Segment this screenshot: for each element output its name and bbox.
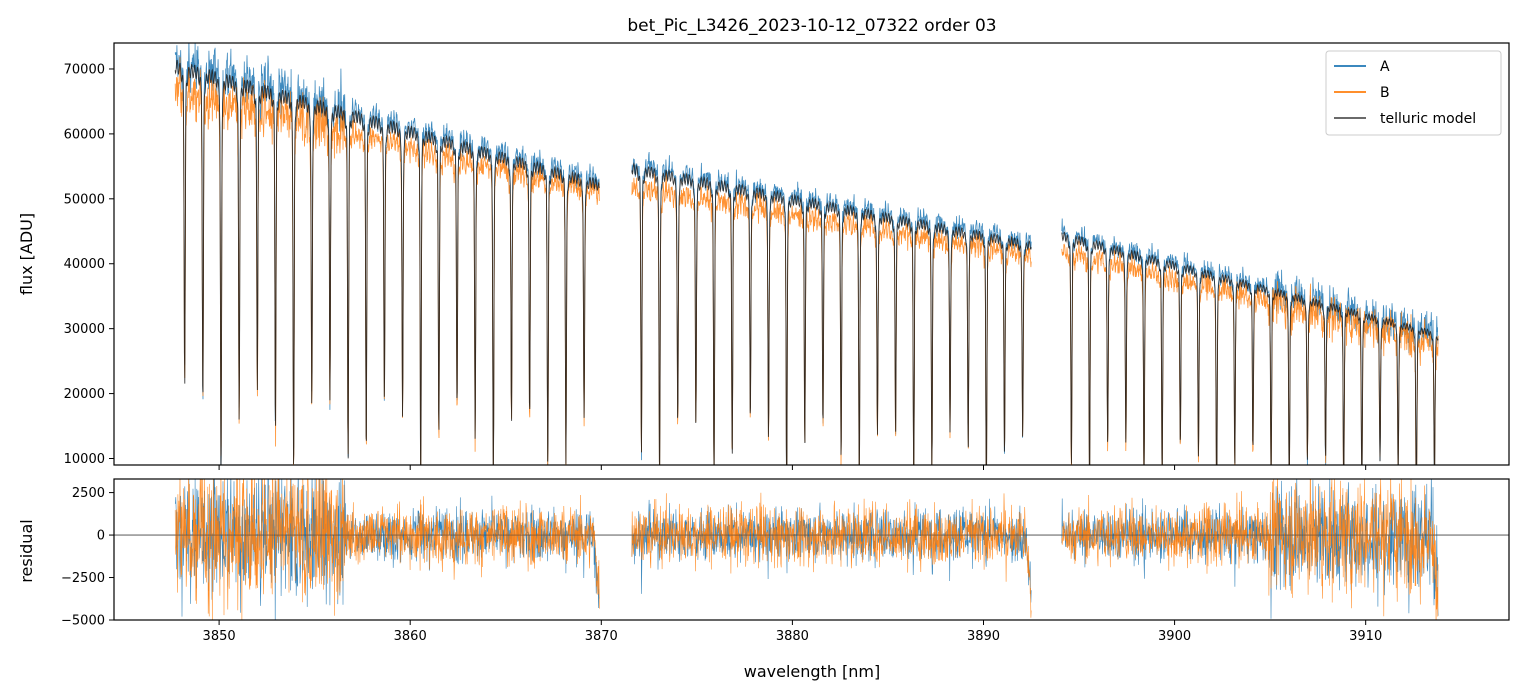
residual-y-tick-label: −5000	[61, 614, 105, 629]
chart-title: bet_Pic_L3426_2023-10-12_07322 order 03	[627, 16, 996, 36]
residual-x-tick-label: 3880	[776, 629, 809, 644]
residual-y-ticks: −5000 −2500 0 2500	[61, 486, 114, 629]
residual-x-ticks: 3850 3860 3870 3880 3890 3900 3910	[203, 620, 1382, 644]
residual-y-tick-label: −2500	[61, 571, 105, 586]
telluric-model-segment-3	[1061, 231, 1439, 465]
residual-x-tick-label: 3850	[203, 629, 236, 644]
residual-x-tick-label: 3870	[585, 629, 618, 644]
residual-b-segment-2	[631, 492, 1032, 618]
residual-a-segment-2	[631, 498, 1032, 603]
spectrum-y-tick-label: 70000	[64, 62, 105, 77]
residual-y-tick-label: 2500	[72, 486, 105, 501]
residual-data	[114, 479, 1509, 620]
spectrum-y-tick-label: 30000	[64, 322, 105, 337]
x-axis-label: wavelength [nm]	[744, 662, 881, 681]
spectrum-y-tick-label: 60000	[64, 127, 105, 142]
residual-x-tick-label: 3890	[967, 629, 1000, 644]
telluric-model-segment-1	[174, 59, 600, 465]
series-a-segment-2	[631, 151, 1032, 465]
telluric-model-segment-2	[631, 161, 1032, 465]
residual-b-segment-1	[174, 479, 600, 620]
legend-label-a: A	[1380, 59, 1390, 75]
residual-axes-frame	[113, 478, 1510, 621]
spectrum-y-tick-label: 20000	[64, 387, 105, 402]
residual-x-tick-label: 3860	[394, 629, 427, 644]
spectrum-data	[174, 43, 1439, 465]
residual-b-segment-3	[1061, 479, 1439, 620]
legend-box	[1325, 50, 1502, 136]
spectrum-y-tick-label: 10000	[64, 452, 105, 467]
legend-label-b: B	[1380, 85, 1390, 101]
spectrum-y-tick-label: 40000	[64, 257, 105, 272]
spectrum-panel: 10000 20000 30000 40000 50000 60000 70000 flux…	[17, 42, 1510, 470]
residual-panel: −5000 −2500 0 2500 3850 3860 3870 3880 3890 3900…	[17, 478, 1510, 681]
spectrum-y-tick-label: 50000	[64, 192, 105, 207]
legend-label-telluric-model: telluric model	[1380, 111, 1476, 127]
spectrum-y-axis-label: flux [ADU]	[17, 213, 36, 295]
residual-x-tick-label: 3910	[1349, 629, 1382, 644]
spectrum-y-ticks: 10000 20000 30000 40000 50000 60000 70000	[64, 62, 114, 467]
series-b-segment-2	[631, 172, 1032, 465]
legend: A B telluric model	[1325, 50, 1502, 136]
residual-x-tick-label: 3900	[1158, 629, 1191, 644]
residual-y-axis-label: residual	[17, 519, 36, 582]
residual-y-tick-label: 0	[97, 529, 105, 544]
spectrum-x-ticks	[218, 465, 1367, 470]
spectrum-axes-frame	[113, 42, 1510, 466]
